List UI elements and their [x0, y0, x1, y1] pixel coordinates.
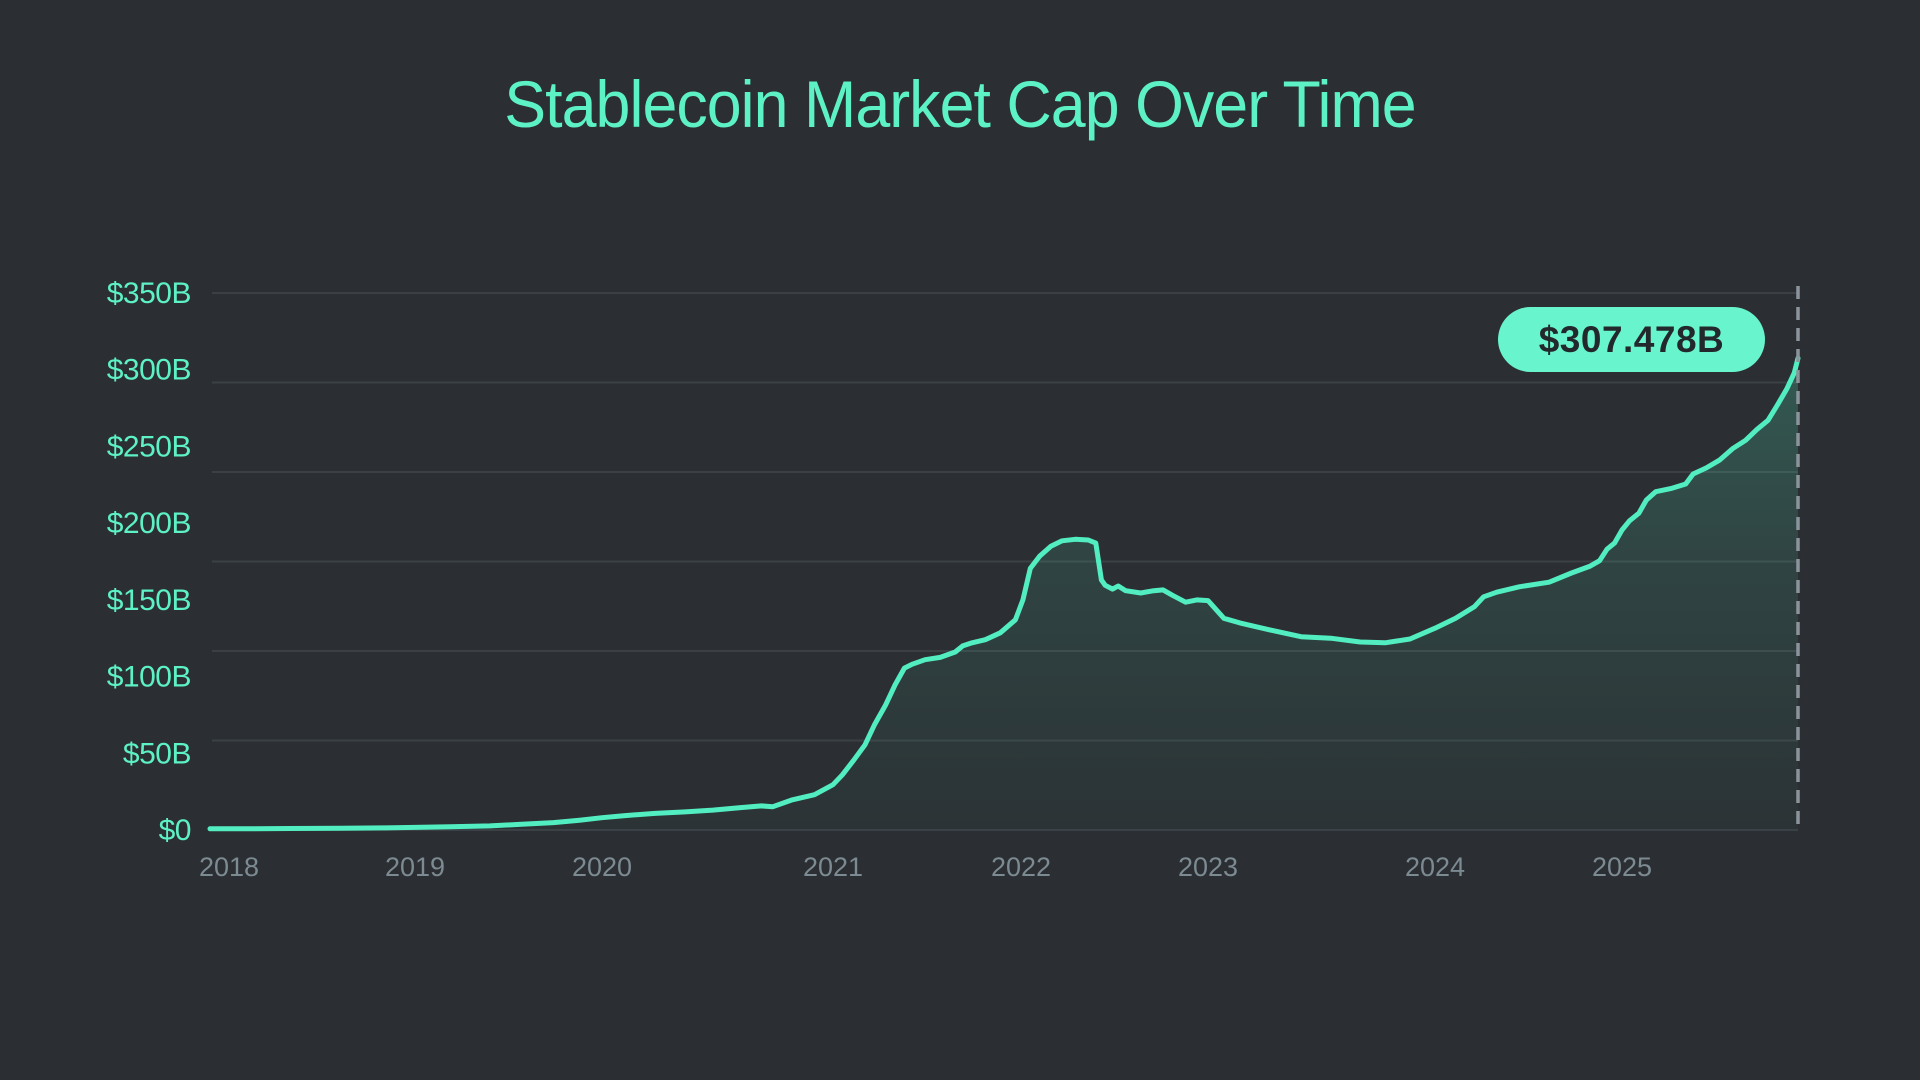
x-tick-label: 2021 — [803, 852, 863, 882]
y-tick-label: $100B — [107, 661, 191, 694]
x-tick-label: 2024 — [1405, 852, 1465, 882]
y-tick-label: $50B — [123, 737, 191, 770]
y-tick-label: $150B — [107, 584, 191, 617]
chart-line — [207, 355, 1801, 832]
x-tick-label: 2025 — [1592, 852, 1652, 882]
y-tick-label: $250B — [107, 430, 191, 463]
x-axis-labels: 2018 2019 2020 2021 2022 2023 2024 2025 — [199, 852, 1652, 882]
chart-title: Stablecoin Market Cap Over Time — [504, 67, 1416, 141]
y-tick-label: $200B — [107, 507, 191, 540]
y-tick-label: $350B — [107, 277, 191, 310]
y-tick-label: $0 — [159, 814, 191, 847]
x-tick-label: 2020 — [572, 852, 632, 882]
chart-area-fill — [210, 358, 1798, 830]
current-value-badge: $307.478B — [1498, 307, 1765, 372]
x-tick-label: 2023 — [1178, 852, 1238, 882]
x-tick-label: 2019 — [385, 852, 445, 882]
y-tick-label: $300B — [107, 354, 191, 387]
x-tick-label: 2022 — [991, 852, 1051, 882]
y-axis-labels: $350B $300B $250B $200B $150B $100B $50B $0 — [107, 277, 192, 847]
x-tick-label: 2018 — [199, 852, 259, 882]
